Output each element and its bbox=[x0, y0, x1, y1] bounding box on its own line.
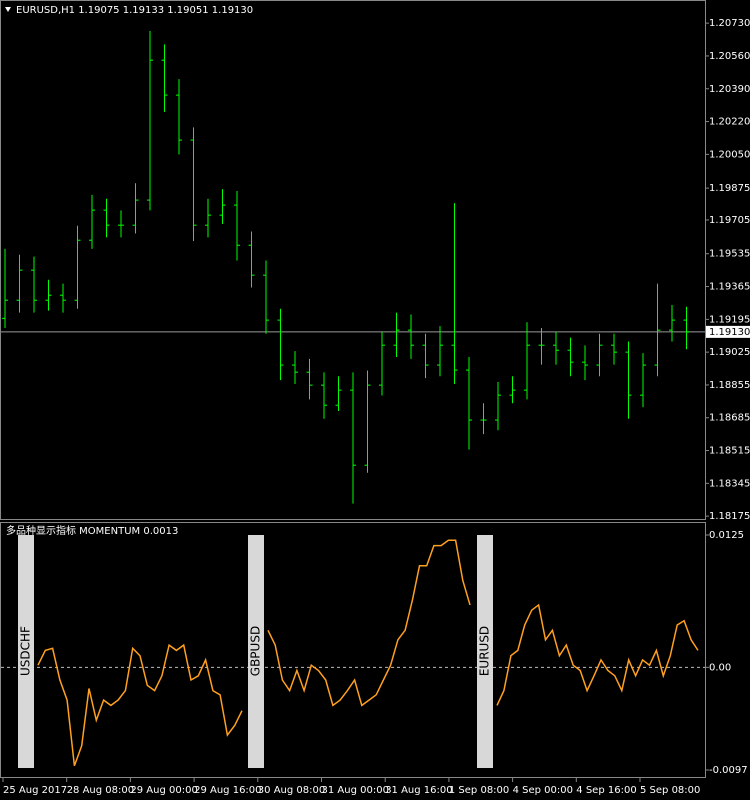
x-tick-label: 28 Aug 08:00 bbox=[67, 785, 134, 796]
symbol-box bbox=[248, 535, 264, 768]
x-tick-label: 30 Aug 08:00 bbox=[258, 785, 325, 796]
symbol-box bbox=[477, 535, 493, 768]
x-tick-label: 29 Aug 16:00 bbox=[194, 785, 261, 796]
y-tick-label: 1.18175 bbox=[709, 511, 750, 522]
main-frame bbox=[0, 0, 706, 520]
y-tick-label: 1.20730 bbox=[709, 18, 750, 29]
y-tick-label: 1.20220 bbox=[709, 117, 750, 128]
y-tick-label: 1.19535 bbox=[709, 249, 750, 260]
y-tick-label: 1.20560 bbox=[709, 51, 750, 62]
symbol-box bbox=[18, 535, 34, 768]
y-tick-label: 1.18345 bbox=[709, 478, 750, 489]
y-tick-label: 1.18855 bbox=[709, 380, 750, 391]
symbol-label: GBPUSD bbox=[249, 626, 263, 676]
x-tick-label: 4 Sep 00:00 bbox=[513, 785, 573, 796]
y-tick-label: 1.19025 bbox=[709, 347, 750, 358]
y-tick-label: 1.19705 bbox=[709, 215, 750, 226]
y-tick-label: -0.0097 bbox=[709, 765, 748, 776]
current-price-box bbox=[706, 325, 750, 338]
x-tick-label: 1 Sep 08:00 bbox=[449, 785, 509, 796]
x-tick-label: 4 Sep 16:00 bbox=[576, 785, 636, 796]
symbol-label: USDCHF bbox=[19, 626, 33, 676]
y-tick-label: 1.18515 bbox=[709, 446, 750, 457]
indicator-title: 多品种显示指标 MOMENTUM 0.0013 bbox=[6, 524, 178, 537]
x-tick-label: 31 Aug 00:00 bbox=[322, 785, 389, 796]
indicator-frame bbox=[0, 522, 706, 778]
y-tick-label: 1.19365 bbox=[709, 282, 750, 293]
momentum-line bbox=[267, 539, 471, 707]
x-tick-label: 5 Sep 08:00 bbox=[640, 785, 700, 796]
momentum-line bbox=[37, 643, 243, 767]
x-tick-label: 29 Aug 00:00 bbox=[130, 785, 197, 796]
y-tick-label: 1.19195 bbox=[709, 314, 750, 325]
menu-arrow[interactable] bbox=[5, 7, 11, 12]
current-price-label: 1.19130 bbox=[709, 327, 750, 338]
y-tick-label: 0.00 bbox=[709, 662, 731, 673]
y-tick-label: 1.19875 bbox=[709, 183, 750, 194]
x-tick-label: 31 Aug 16:00 bbox=[385, 785, 452, 796]
x-tick-label: 25 Aug 2017 bbox=[3, 785, 67, 796]
y-tick-label: 1.20390 bbox=[709, 84, 750, 95]
y-tick-label: 0.0125 bbox=[709, 530, 744, 541]
symbol-label: EURUSD bbox=[478, 626, 492, 676]
momentum-line bbox=[496, 603, 699, 706]
main-title: EURUSD,H1 1.19075 1.19133 1.19051 1.1913… bbox=[16, 5, 253, 16]
y-tick-label: 1.18685 bbox=[709, 413, 750, 424]
y-tick-label: 1.20050 bbox=[709, 149, 750, 160]
